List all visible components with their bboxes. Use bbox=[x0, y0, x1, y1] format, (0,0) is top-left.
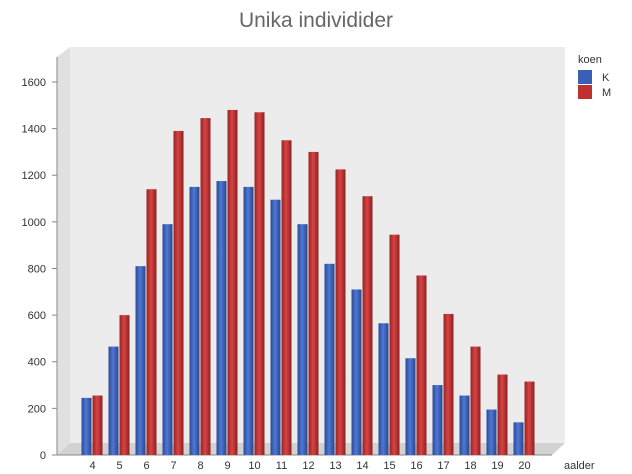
bar-k-18 bbox=[459, 395, 470, 455]
x-tick-label: 15 bbox=[383, 460, 395, 472]
bar-m-7 bbox=[173, 130, 184, 455]
bar-k-11 bbox=[270, 199, 281, 455]
x-tick-label: 9 bbox=[224, 460, 230, 472]
legend-label-k: K bbox=[602, 72, 610, 84]
bar-m-18 bbox=[470, 346, 481, 455]
bar-k-20 bbox=[513, 422, 524, 455]
bar-k-7 bbox=[162, 224, 173, 455]
bar-k-14 bbox=[351, 289, 362, 455]
bar-k-17 bbox=[432, 385, 443, 455]
legend-title: koen bbox=[578, 54, 602, 66]
x-tick-label: 16 bbox=[410, 460, 422, 472]
y-tick-label: 1200 bbox=[22, 170, 46, 182]
bar-m-16 bbox=[416, 275, 427, 455]
x-tick-label: 6 bbox=[143, 460, 149, 472]
bar-m-15 bbox=[389, 234, 400, 455]
x-tick-label: 19 bbox=[491, 460, 503, 472]
bar-k-19 bbox=[486, 409, 497, 455]
legend: koen KM bbox=[578, 54, 611, 99]
bar-m-20 bbox=[524, 381, 535, 455]
plot-left-wall bbox=[57, 47, 70, 455]
bar-k-9 bbox=[216, 181, 227, 456]
bar-m-8 bbox=[200, 118, 211, 455]
bars-group bbox=[81, 109, 535, 456]
legend-items: KM bbox=[578, 70, 611, 99]
x-tick-label: 12 bbox=[302, 460, 314, 472]
y-axis-ticks: 0 200 400 600 800 1000 1200 1400 1600 bbox=[22, 77, 57, 462]
x-tick-label: 17 bbox=[437, 460, 449, 472]
bar-m-17 bbox=[443, 313, 454, 455]
x-tick-label: 14 bbox=[356, 460, 368, 472]
x-axis-ticks: 4 5 6 7 8 9 10 11 12 13 14 15 16 17 18 19 20 bbox=[89, 460, 530, 472]
bar-m-6 bbox=[146, 189, 157, 455]
bar-k-12 bbox=[297, 224, 308, 455]
bar-k-5 bbox=[108, 346, 119, 455]
x-tick-label: 7 bbox=[170, 460, 176, 472]
bar-m-5 bbox=[119, 315, 130, 455]
x-tick-label: 18 bbox=[464, 460, 476, 472]
x-tick-label: 10 bbox=[248, 460, 260, 472]
bar-k-4 bbox=[81, 397, 92, 455]
x-tick-label: 11 bbox=[276, 460, 287, 472]
bar-k-16 bbox=[405, 358, 416, 455]
y-tick-label: 1000 bbox=[22, 217, 46, 229]
bar-m-9 bbox=[227, 109, 238, 455]
x-tick-label: 13 bbox=[329, 460, 341, 472]
bar-m-14 bbox=[362, 196, 373, 455]
x-tick-label: 4 bbox=[89, 460, 95, 472]
y-tick-label: 600 bbox=[28, 310, 46, 322]
bar-m-4 bbox=[92, 395, 103, 455]
x-tick-label: 8 bbox=[197, 460, 203, 472]
bar-m-10 bbox=[254, 112, 265, 455]
y-tick-label: 0 bbox=[40, 450, 46, 462]
x-tick-label: 20 bbox=[518, 460, 530, 472]
y-tick-label: 1400 bbox=[22, 124, 46, 136]
y-tick-label: 1600 bbox=[22, 77, 46, 89]
x-tick-label: 5 bbox=[116, 460, 122, 472]
bar-k-8 bbox=[189, 186, 200, 455]
bar-m-13 bbox=[335, 169, 346, 455]
bar-k-15 bbox=[378, 323, 389, 455]
bar-m-19 bbox=[497, 374, 508, 455]
y-tick-label: 400 bbox=[28, 357, 46, 369]
bar-k-13 bbox=[324, 263, 335, 455]
chart-title: Unika individider bbox=[239, 9, 393, 32]
bar-m-12 bbox=[308, 151, 319, 455]
bar-k-6 bbox=[135, 266, 146, 455]
y-tick-label: 800 bbox=[28, 263, 46, 275]
x-axis-title: aalder bbox=[564, 460, 595, 472]
legend-swatch-k bbox=[578, 70, 592, 84]
bar-k-10 bbox=[243, 186, 254, 455]
bar-m-11 bbox=[281, 140, 292, 455]
legend-label-m: M bbox=[602, 87, 611, 99]
legend-swatch-m bbox=[578, 85, 592, 99]
y-tick-label: 200 bbox=[28, 403, 46, 415]
